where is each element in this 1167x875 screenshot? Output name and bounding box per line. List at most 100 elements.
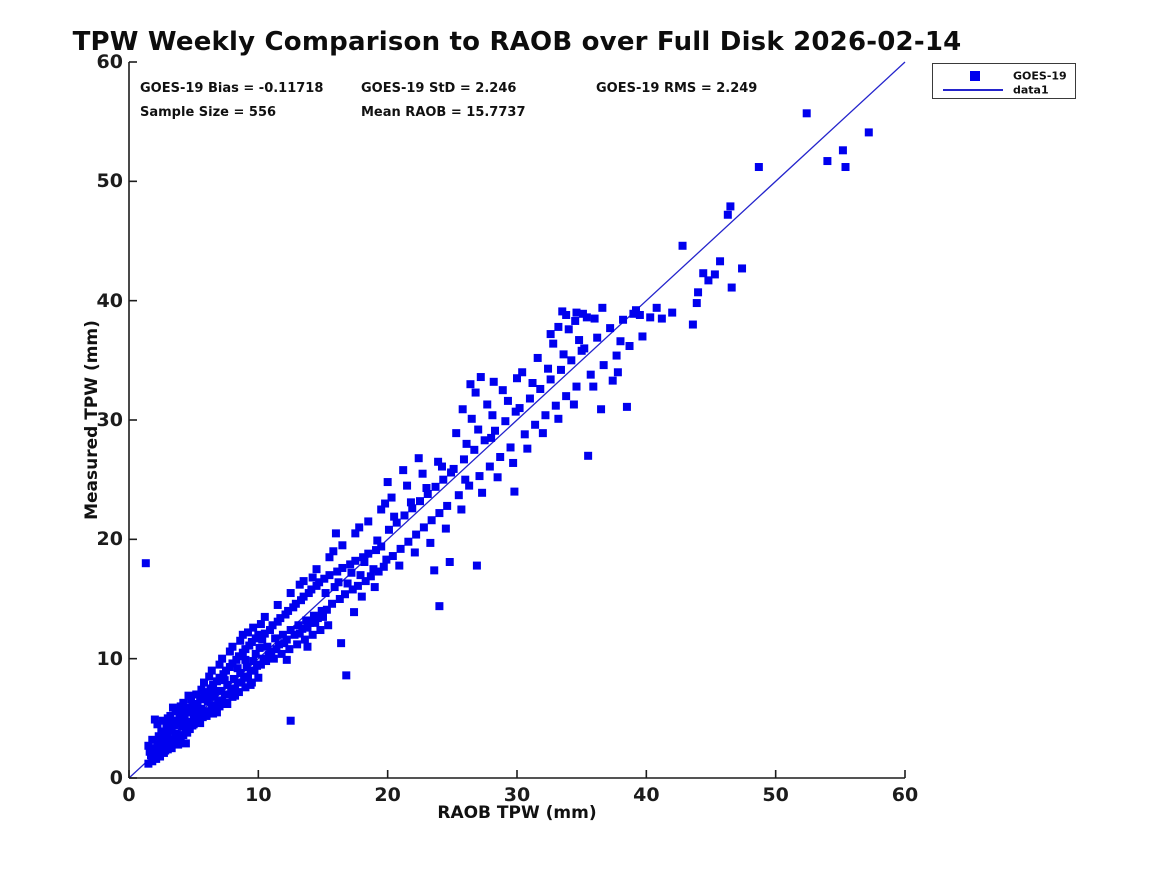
data-point (236, 636, 245, 645)
y-tick-label: 50 (96, 170, 123, 193)
data-point (330, 583, 339, 592)
data-point (396, 544, 405, 553)
data-point (823, 157, 832, 166)
data-point (202, 711, 211, 720)
data-point (699, 269, 708, 278)
data-point (404, 537, 413, 546)
data-point (412, 530, 421, 539)
data-point (165, 719, 174, 728)
data-point (419, 523, 428, 532)
data-point (382, 555, 391, 564)
data-point (562, 310, 571, 319)
data-point (192, 690, 201, 699)
data-point (498, 386, 507, 395)
data-point (434, 457, 443, 466)
data-point (340, 590, 349, 599)
data-point (608, 376, 617, 385)
data-point (348, 585, 357, 594)
data-point (273, 600, 282, 609)
data-point (381, 499, 390, 508)
data-point (567, 356, 576, 365)
data-point (373, 536, 382, 545)
x-tick-label: 10 (245, 784, 272, 806)
data-point (286, 626, 295, 635)
data-point (342, 671, 351, 680)
data-point (202, 695, 211, 704)
data-point (692, 299, 701, 308)
data-point (320, 574, 329, 583)
data-point (298, 624, 307, 633)
data-point (193, 700, 202, 709)
data-point (452, 429, 461, 438)
data-point (205, 672, 214, 681)
data-point (575, 336, 584, 345)
data-point (546, 375, 555, 384)
data-point (269, 654, 278, 663)
data-point (172, 716, 181, 725)
data-point (738, 264, 747, 273)
data-point (148, 735, 157, 744)
data-point (441, 524, 450, 533)
data-point (445, 558, 454, 567)
legend-entry-goes19: GOES-19 (933, 67, 1075, 84)
data-point (319, 612, 327, 621)
data-point (286, 716, 295, 725)
data-point (606, 324, 615, 333)
data-point (189, 711, 198, 720)
data-point (300, 635, 309, 644)
data-point (364, 549, 373, 558)
data-point (590, 314, 599, 323)
data-point (324, 621, 333, 630)
data-point (491, 426, 500, 435)
data-point (513, 374, 521, 383)
data-point (593, 333, 602, 342)
data-point (141, 559, 150, 568)
identity-line (128, 61, 906, 779)
data-point (356, 571, 365, 580)
data-point (462, 439, 471, 448)
data-point (439, 475, 448, 484)
x-tick-label: 30 (503, 784, 531, 806)
data-point (599, 361, 608, 370)
data-point (377, 542, 386, 551)
data-point (210, 692, 219, 701)
data-point (459, 455, 468, 464)
data-point (544, 364, 553, 373)
data-point (551, 401, 560, 410)
y-tick-label: 60 (96, 51, 123, 73)
data-point (584, 451, 593, 460)
data-point (470, 445, 479, 454)
data-point (523, 444, 532, 453)
data-point (509, 458, 518, 467)
data-point (694, 288, 703, 297)
data-point (369, 565, 378, 574)
data-point (399, 466, 408, 475)
data-point (625, 342, 634, 351)
data-point (572, 382, 581, 391)
data-point (395, 561, 404, 570)
data-point (265, 626, 274, 635)
stat-sample-size: Sample Size = 556 (140, 105, 277, 120)
data-point (233, 664, 242, 673)
data-point (325, 571, 334, 580)
data-point (361, 577, 370, 586)
data-point (489, 377, 498, 386)
data-point (331, 529, 340, 538)
data-point (556, 365, 565, 374)
data-point (145, 747, 154, 756)
data-point (418, 469, 427, 478)
x-tick-label: 50 (762, 784, 789, 806)
data-point (334, 578, 343, 587)
data-point (443, 501, 452, 510)
stat-bias: GOES-19 Bias = -0.11718 (140, 81, 324, 96)
data-point (503, 396, 512, 405)
data-point (284, 606, 293, 615)
data-point (238, 630, 247, 639)
data-point (562, 392, 571, 401)
data-point (154, 732, 163, 741)
data-point (549, 339, 558, 348)
data-point (210, 688, 219, 697)
data-point (256, 660, 265, 669)
data-point (638, 332, 647, 341)
data-point (325, 553, 334, 562)
